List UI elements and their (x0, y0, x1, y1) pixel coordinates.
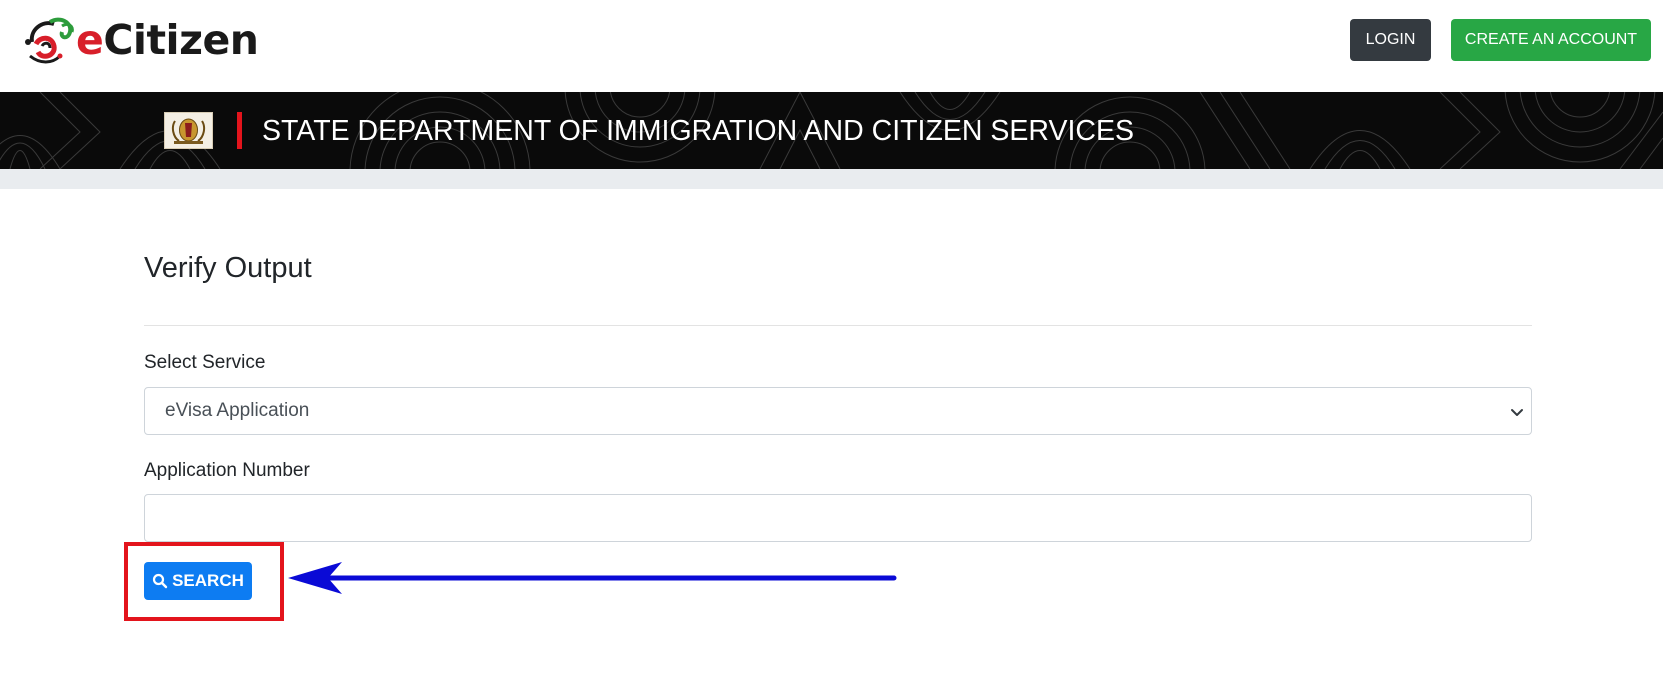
department-banner: STATE DEPARTMENT OF IMMIGRATION AND CITI… (0, 92, 1663, 169)
annotation-arrow-icon (288, 562, 897, 594)
create-account-button[interactable]: CREATE AN ACCOUNT (1451, 19, 1651, 61)
ecitizen-logo[interactable]: eCitizen (22, 12, 259, 68)
banner-pattern (0, 92, 1663, 169)
login-button[interactable]: LOGIN (1350, 19, 1431, 61)
logo-wordmark: eCitizen (76, 19, 259, 61)
application-number-label: Application Number (144, 460, 310, 481)
ecitizen-logo-icon (25, 17, 74, 64)
search-icon (152, 573, 168, 589)
application-number-input[interactable] (144, 494, 1532, 542)
department-title: STATE DEPARTMENT OF IMMIGRATION AND CITI… (262, 115, 1134, 147)
logo-wordmark-rest: Citizen (103, 15, 259, 64)
banner-accent-bar (237, 112, 242, 149)
select-service-value: eVisa Application (165, 400, 310, 421)
coat-of-arms-icon (164, 112, 213, 149)
logo-wordmark-accent: e (76, 15, 104, 64)
annotation-highlight-box (124, 542, 284, 621)
title-divider (144, 325, 1532, 326)
select-service-label: Select Service (144, 352, 266, 373)
banner-bottom-strip (0, 169, 1663, 189)
search-button-label: SEARCH (172, 571, 244, 590)
search-button[interactable]: SEARCH (144, 562, 252, 600)
chevron-down-icon (1511, 409, 1523, 416)
top-navbar: eCitizen LOGIN CREATE AN ACCOUNT (0, 0, 1663, 92)
page-title: Verify Output (144, 252, 312, 284)
select-service-dropdown[interactable]: eVisa Application (144, 387, 1532, 435)
